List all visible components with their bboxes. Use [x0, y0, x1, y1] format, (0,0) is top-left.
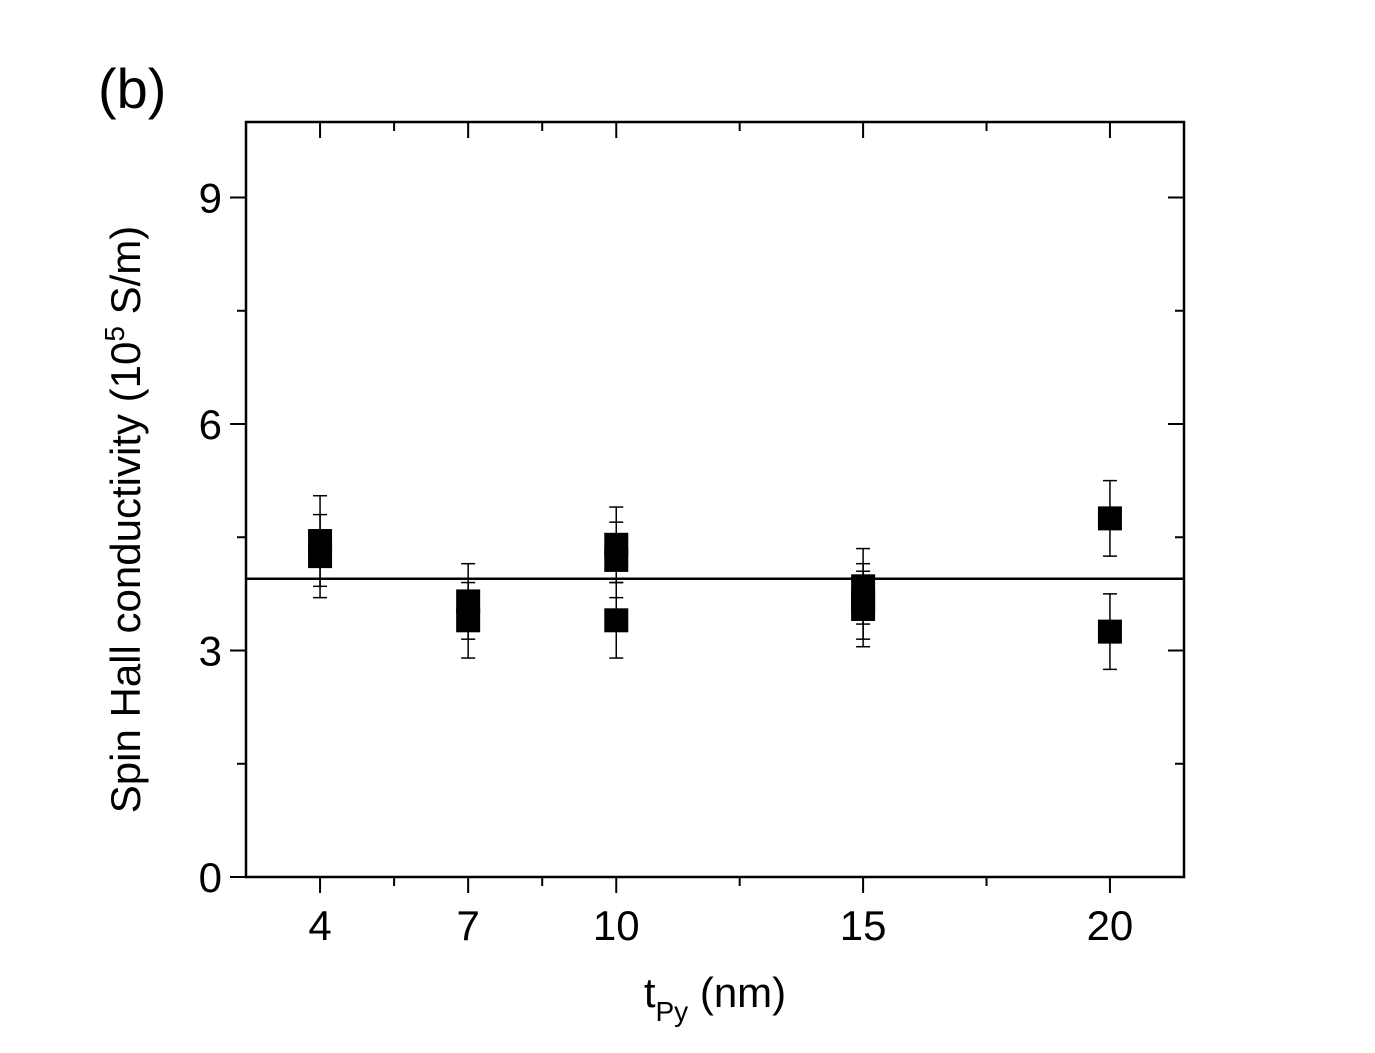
x-tick-label: 10	[593, 902, 640, 949]
x-axis-label: tPy (nm)	[644, 969, 786, 1027]
data-point	[604, 608, 629, 633]
y-tick-label: 6	[199, 401, 222, 448]
y-axis-label: Spin Hall conductivity (105 S/m)	[99, 226, 149, 813]
x-tick-label: 7	[456, 902, 479, 949]
plot-frame	[244, 120, 1186, 879]
x-tick-label: 15	[840, 902, 887, 949]
y-tick-label: 9	[199, 175, 222, 222]
y-tick-label: 3	[199, 628, 222, 675]
y-tick-label: 0	[199, 854, 222, 901]
data-point	[1097, 619, 1122, 644]
data-point	[851, 596, 876, 621]
panel-label: (b)	[98, 57, 166, 120]
x-tick-label: 4	[308, 902, 331, 949]
x-tick-label: 20	[1087, 902, 1134, 949]
data-point	[1097, 506, 1122, 531]
data-point	[456, 608, 481, 633]
plot-area: 0 3 6 9 4 7 10 15 20	[199, 120, 1186, 949]
data-point	[604, 547, 629, 572]
data-point	[308, 544, 333, 569]
